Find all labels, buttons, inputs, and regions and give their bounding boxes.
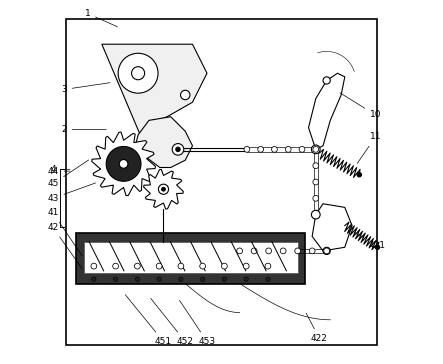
Circle shape: [313, 163, 319, 169]
Text: 10: 10: [340, 93, 381, 119]
Circle shape: [251, 248, 257, 254]
Circle shape: [135, 277, 140, 281]
Text: 451: 451: [125, 295, 172, 346]
Circle shape: [357, 173, 361, 177]
Circle shape: [176, 147, 180, 151]
Circle shape: [244, 146, 250, 152]
Text: 41: 41: [47, 208, 82, 256]
Circle shape: [313, 146, 319, 152]
Text: 44: 44: [47, 167, 70, 175]
Circle shape: [309, 248, 315, 254]
Text: 1: 1: [85, 9, 117, 27]
Polygon shape: [312, 204, 352, 251]
Text: 45: 45: [47, 160, 89, 188]
Circle shape: [179, 277, 183, 281]
Circle shape: [299, 146, 305, 152]
Circle shape: [285, 146, 291, 152]
Text: 43: 43: [47, 183, 96, 203]
Text: 452: 452: [151, 298, 194, 346]
Circle shape: [113, 277, 118, 281]
Circle shape: [324, 248, 330, 254]
Text: 11: 11: [357, 132, 381, 163]
Circle shape: [118, 53, 158, 93]
Circle shape: [181, 90, 190, 100]
Circle shape: [323, 247, 330, 254]
Circle shape: [375, 245, 380, 249]
Text: 422: 422: [306, 313, 328, 343]
Text: 42: 42: [47, 223, 82, 269]
Bar: [84, 242, 298, 273]
Circle shape: [156, 263, 162, 269]
Circle shape: [323, 77, 330, 84]
Circle shape: [258, 146, 264, 152]
Circle shape: [91, 263, 97, 269]
Circle shape: [178, 263, 184, 269]
Circle shape: [265, 263, 271, 269]
Polygon shape: [144, 169, 183, 209]
Text: 453: 453: [179, 300, 216, 346]
Text: 3: 3: [61, 83, 110, 94]
Circle shape: [313, 195, 319, 201]
Circle shape: [172, 143, 184, 155]
Polygon shape: [308, 73, 345, 149]
Circle shape: [272, 146, 277, 152]
Circle shape: [106, 146, 141, 181]
Circle shape: [119, 159, 128, 168]
Circle shape: [266, 248, 272, 254]
Circle shape: [157, 277, 161, 281]
Circle shape: [159, 184, 168, 194]
Circle shape: [280, 248, 286, 254]
Polygon shape: [135, 117, 193, 167]
Circle shape: [201, 277, 205, 281]
Circle shape: [200, 263, 206, 269]
Circle shape: [237, 248, 242, 254]
Circle shape: [132, 67, 144, 80]
Circle shape: [313, 212, 319, 218]
Circle shape: [311, 145, 320, 154]
Bar: [66, 19, 377, 345]
Circle shape: [135, 263, 140, 269]
Circle shape: [113, 263, 119, 269]
Text: 4: 4: [50, 165, 70, 174]
Circle shape: [162, 187, 165, 191]
Circle shape: [311, 210, 320, 219]
Circle shape: [313, 179, 319, 185]
Circle shape: [313, 146, 319, 152]
Circle shape: [243, 263, 249, 269]
Circle shape: [222, 277, 226, 281]
Circle shape: [295, 248, 300, 254]
Circle shape: [244, 277, 249, 281]
Text: 421: 421: [354, 232, 386, 250]
Bar: [77, 233, 305, 284]
Circle shape: [92, 277, 96, 281]
Circle shape: [266, 277, 270, 281]
Text: 2: 2: [61, 125, 106, 134]
Polygon shape: [102, 44, 207, 138]
Circle shape: [222, 263, 227, 269]
Polygon shape: [92, 132, 155, 196]
